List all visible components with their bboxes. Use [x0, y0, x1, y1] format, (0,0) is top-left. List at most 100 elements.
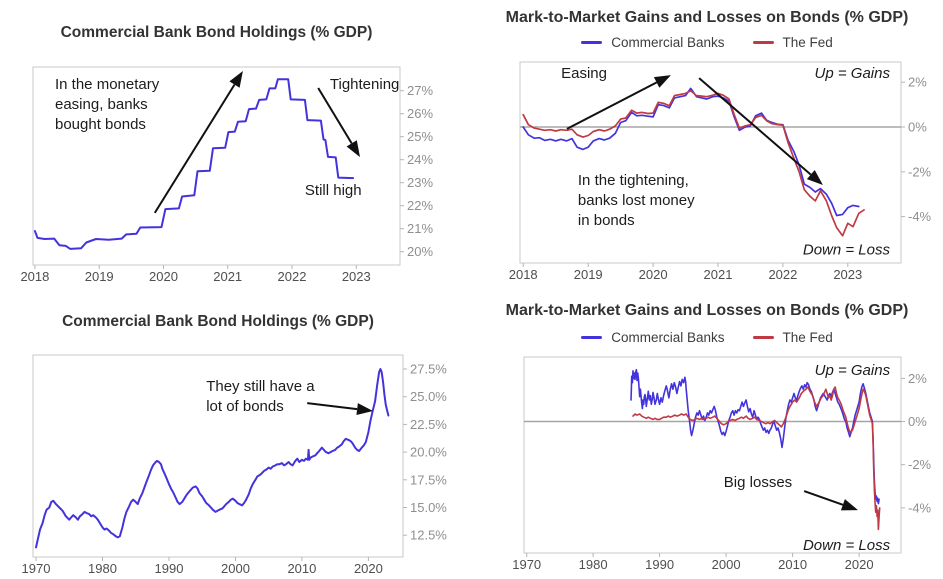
y-tick-label: 2% — [908, 371, 927, 386]
x-tick-label: 1990 — [645, 557, 674, 572]
plot-frame — [32, 354, 404, 558]
chart-title: Commercial Bank Bond Holdings (% GDP) — [62, 313, 374, 330]
x-tick-label: 1990 — [155, 561, 184, 576]
mtm-gains-losses-longrun-plot: 1970 1980 1990 2000 2010 2020 2% 0% -2% -4% Up = G… — [512, 356, 932, 572]
x-tick-label: 2022 — [278, 269, 307, 284]
series-line-the-fed — [632, 386, 881, 531]
annotation-text: Up = Gains — [815, 362, 891, 379]
y-tick-label: -2% — [908, 457, 932, 472]
annotation-text: Down = Loss — [803, 537, 891, 554]
plot-frame — [519, 61, 902, 264]
annotation-arrowhead — [653, 75, 671, 88]
x-tick-label: 2021 — [213, 269, 242, 284]
annotation-arrow — [317, 87, 353, 144]
x-tick-label: 2020 — [354, 561, 383, 576]
y-tick-label: -4% — [908, 500, 932, 515]
legend-label-the-fed: The Fed — [782, 330, 833, 345]
legend-swatch-commercial-banks — [581, 336, 603, 339]
annotation-arrowhead — [229, 71, 243, 88]
x-tick-label: 2000 — [221, 561, 250, 576]
x-tick-label: 1970 — [512, 557, 541, 572]
annotation-arrow — [566, 81, 658, 130]
y-tick-label: 17.5% — [410, 472, 447, 487]
x-tick-label: 2018 — [509, 267, 538, 282]
x-tick-label: 2010 — [778, 557, 807, 572]
chart-bank-bond-holdings-longrun: Commercial Bank Bond Holdings (% GDP) 19… — [0, 290, 471, 579]
annotation-arrowhead — [356, 403, 373, 415]
y-tick-label: 15.0% — [410, 500, 447, 515]
y-tick-label: 2% — [908, 75, 927, 90]
legend-item-commercial-banks: Commercial Banks — [581, 330, 725, 345]
legend-swatch-commercial-banks — [581, 41, 603, 44]
legend-label-commercial-banks: Commercial Banks — [611, 330, 725, 345]
annotation-text: In the tightening, banks lost money in bon… — [578, 172, 695, 229]
annotation-arrowhead — [806, 170, 823, 185]
y-tick-label: 20% — [407, 244, 433, 259]
annotation-text: They still have a lot of bonds — [206, 378, 315, 415]
bank-bond-holdings-longrun-plot: 1970 1980 1990 2000 2010 2020 12.5% 15.0% 17.5% 2… — [22, 354, 447, 576]
x-tick-label: 2020 — [149, 269, 178, 284]
y-tick-label: 26% — [407, 106, 433, 121]
annotation-arrowhead — [346, 140, 360, 158]
y-tick-label: 0% — [908, 120, 927, 135]
y-tick-label: -4% — [908, 209, 932, 224]
annotation-text: Big losses — [724, 474, 792, 491]
y-tick-label: 21% — [407, 221, 433, 236]
annotation-arrow — [698, 77, 812, 176]
y-tick-label: 27% — [407, 83, 433, 98]
annotation-text: Easing — [561, 65, 607, 82]
x-tick-label: 1970 — [22, 561, 51, 576]
series-line-commercial-banks — [522, 87, 860, 217]
annotation-text: Down = Loss — [803, 242, 891, 259]
annotation-text: Up = Gains — [815, 65, 891, 82]
series-line-commercial-bank-bond-holdings — [33, 78, 355, 250]
x-tick-label: 2023 — [342, 269, 371, 284]
x-tick-label: 2000 — [712, 557, 741, 572]
annotation-arrow — [803, 490, 844, 506]
x-tick-label: 2018 — [20, 269, 49, 284]
x-tick-label: 2019 — [574, 267, 603, 282]
x-tick-label: 2023 — [833, 267, 862, 282]
x-tick-label: 2020 — [845, 557, 874, 572]
y-tick-label: 25.0% — [410, 389, 447, 404]
y-tick-label: 22% — [407, 198, 433, 213]
legend-item-the-fed: The Fed — [752, 330, 833, 345]
legend-item-the-fed: The Fed — [752, 35, 833, 50]
chart-bank-bond-holdings-recent: Commercial Bank Bond Holdings (% GDP) 20… — [0, 0, 471, 290]
chart-mtm-gains-losses-recent: Mark-to-Market Gains and Losses on Bonds… — [471, 0, 943, 290]
annotation-text: Still high — [305, 182, 362, 199]
y-tick-label: 20.0% — [410, 445, 447, 460]
mtm-gains-losses-recent-plot: 2018 2019 2020 2021 2022 2023 2% 0% -2% -4% Easing… — [509, 61, 932, 282]
annotation-arrowhead — [840, 499, 858, 511]
legend-swatch-the-fed — [752, 336, 774, 339]
series-line-commercial-banks — [630, 368, 880, 505]
series-line-the-fed — [522, 89, 865, 237]
y-tick-label: 25% — [407, 129, 433, 144]
x-tick-label: 2019 — [85, 269, 114, 284]
annotation-text: Tightening — [330, 76, 400, 93]
chart-title: Mark-to-Market Gains and Losses on Bonds… — [505, 302, 909, 319]
chart-title: Commercial Bank Bond Holdings (% GDP) — [60, 24, 373, 41]
y-tick-label: 0% — [908, 414, 927, 429]
legend-item-commercial-banks: Commercial Banks — [581, 35, 725, 50]
x-tick-label: 2020 — [639, 267, 668, 282]
annotation-arrow — [307, 402, 358, 411]
y-tick-label: 23% — [407, 175, 433, 190]
y-tick-label: 24% — [407, 152, 433, 167]
plot-frame — [32, 66, 401, 266]
chart-mtm-gains-losses-longrun: Mark-to-Market Gains and Losses on Bonds… — [471, 290, 943, 579]
bank-bond-holdings-recent-plot: 2018 2019 2020 2021 2022 2023 20% 21% 22% 23% 24% 2… — [20, 66, 433, 284]
y-tick-label: 22.5% — [410, 417, 447, 432]
legend-swatch-the-fed — [752, 41, 774, 44]
y-tick-label: 12.5% — [410, 528, 447, 543]
x-tick-label: 2021 — [704, 267, 733, 282]
annotation-arrow — [153, 84, 236, 214]
x-tick-label: 2022 — [768, 267, 797, 282]
chart-legend: Commercial Banks The Fed — [471, 330, 943, 345]
annotation-text: In the monetary easing, banks bought bonds — [55, 76, 160, 133]
legend-label-commercial-banks: Commercial Banks — [611, 35, 725, 50]
plot-frame — [523, 356, 902, 554]
y-tick-label: 27.5% — [410, 362, 447, 377]
x-tick-label: 2010 — [287, 561, 316, 576]
